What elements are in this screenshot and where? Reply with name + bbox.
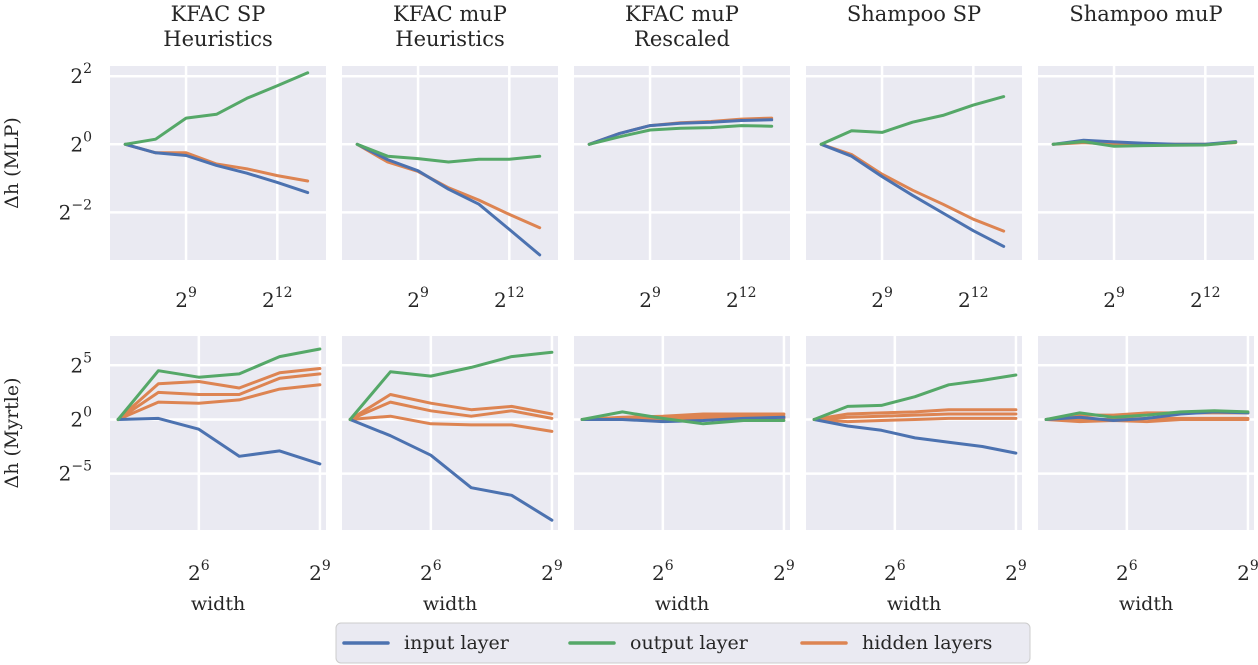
column-title-1-line-2: Heuristics [163,27,273,51]
x-tick-label-r2-c1-1: 26 [188,558,210,585]
column-title-2-line-2: Heuristics [395,27,505,51]
column-title-3-line-1: KFAC muP [625,2,739,26]
series-line-output-layer-3 [1051,140,1238,148]
x-tick-label-r2-c1-2: 29 [309,558,331,585]
panel-r2-c3 [574,336,790,530]
x-axis-label-c3: width [655,593,709,615]
x-tick-label-r1-c3-1: 29 [639,285,661,312]
series-line-input-layer-4 [812,418,1018,455]
x-axis-label-c4: width [887,593,941,615]
y-tick-label-row-2-2: 20 [70,404,92,431]
column-title-1-line-1: KFAC SP [171,2,266,26]
panel-r1-c1 [110,66,326,260]
series-line-hidden-layers-2 [812,412,1018,421]
y-tick-label-row-1-3: 2−2 [59,197,92,224]
series-line-hidden-layers-3 [348,414,554,433]
column-title-4-line-1: Shampoo SP [847,2,981,26]
x-tick-label-r2-c2-2: 29 [541,558,563,585]
series-line-hidden-layers-1 [812,408,1018,421]
y-tick-label-row-2-3: 2−5 [59,459,92,486]
panel-r2-c2 [342,336,558,530]
series-line-input-layer-2 [819,142,1006,248]
series-line-hidden-layers-2 [348,400,554,421]
legend-label-output-layer: output layer [630,632,749,654]
panel-background [1038,66,1254,260]
column-title-2-line-1: KFAC muP [393,2,507,26]
panel-r1-c2 [342,66,558,260]
x-axis-label-c5: width [1119,593,1173,615]
series-line-input-layer-4 [348,418,554,522]
series-line-output-layer-3 [123,71,310,146]
x-tick-label-r1-c1-2: 212 [262,285,293,312]
x-tick-label-r2-c4-2: 29 [1005,558,1027,585]
y-tick-label-row-1-2: 20 [70,129,92,156]
series-line-input-layer-2 [355,142,542,257]
x-axis-label-c2: width [423,593,477,615]
series-line-output-layer-3 [819,95,1006,146]
legend: input layer output layer hidden layers [335,622,1031,664]
series-line-input-layer-4 [116,416,322,466]
panel-background [806,66,1022,260]
x-tick-label-r2-c3-2: 29 [773,558,795,585]
panel-background [1038,336,1254,530]
series-line-hidden-layers-3 [116,383,322,421]
column-title-3-line-2: Rescaled [634,27,730,51]
panel-background [342,336,558,530]
series-line-input-layer-2 [123,142,310,195]
y-axis-label-row-2: Δh (Myrtle) [1,377,23,488]
series-line-hidden-layers-1 [819,142,1006,233]
panel-r1-c3 [574,66,790,260]
legend-label-input-layer: input layer [404,632,510,654]
y-axis-label-row-1: Δh (MLP) [1,117,23,209]
x-tick-label-r2-c3-1: 26 [652,558,674,585]
column-title-5-line-1: Shampoo muP [1069,2,1222,26]
x-tick-label-r1-c4-2: 212 [958,285,989,312]
series-line-output-layer-5 [1044,409,1250,421]
series-line-output-layer-5 [348,350,554,421]
panel-background [110,336,326,530]
y-tick-label-row-1-1: 22 [70,61,92,88]
panel-r1-c4 [806,66,1022,260]
series-line-output-layer-3 [355,142,542,164]
x-tick-label-r2-c4-1: 26 [884,558,906,585]
x-tick-label-r2-c5-2: 29 [1237,558,1258,585]
panel-r2-c5 [1038,336,1254,530]
x-tick-label-r2-c2-1: 26 [420,558,442,585]
x-tick-label-r1-c1-1: 29 [175,285,197,312]
x-tick-label-r1-c2-1: 29 [407,285,429,312]
panels-layer [110,66,1254,530]
series-line-hidden-layers-3 [812,416,1018,424]
x-tick-label-r1-c5-2: 212 [1190,285,1221,312]
x-axis-label-c1: width [191,593,245,615]
series-line-input-layer-2 [587,118,774,146]
panel-r2-c1 [110,336,326,530]
series-line-hidden-layers-2 [116,372,322,421]
panel-background [574,336,790,530]
x-tick-label-r1-c5-1: 29 [1103,285,1125,312]
series-line-hidden-layers-1 [348,393,554,421]
x-tick-label-r2-c5-1: 26 [1116,558,1138,585]
panel-r2-c4 [806,336,1022,530]
legend-frame [335,622,1031,664]
series-line-output-layer-3 [587,124,774,146]
panel-background [806,336,1022,530]
series-line-hidden-layers-1 [116,367,322,421]
series-line-output-layer-5 [812,373,1018,421]
legend-label-hidden-layers: hidden layers [862,632,992,654]
series-line-output-layer-5 [580,410,786,426]
panel-background [574,66,790,260]
x-tick-label-r1-c2-2: 212 [494,285,525,312]
y-tick-label-row-2-1: 25 [70,350,92,377]
x-tick-label-r1-c4-1: 29 [871,285,893,312]
series-line-output-layer-5 [116,347,322,421]
panel-r1-c5 [1038,66,1254,260]
x-tick-label-r1-c3-2: 212 [726,285,757,312]
